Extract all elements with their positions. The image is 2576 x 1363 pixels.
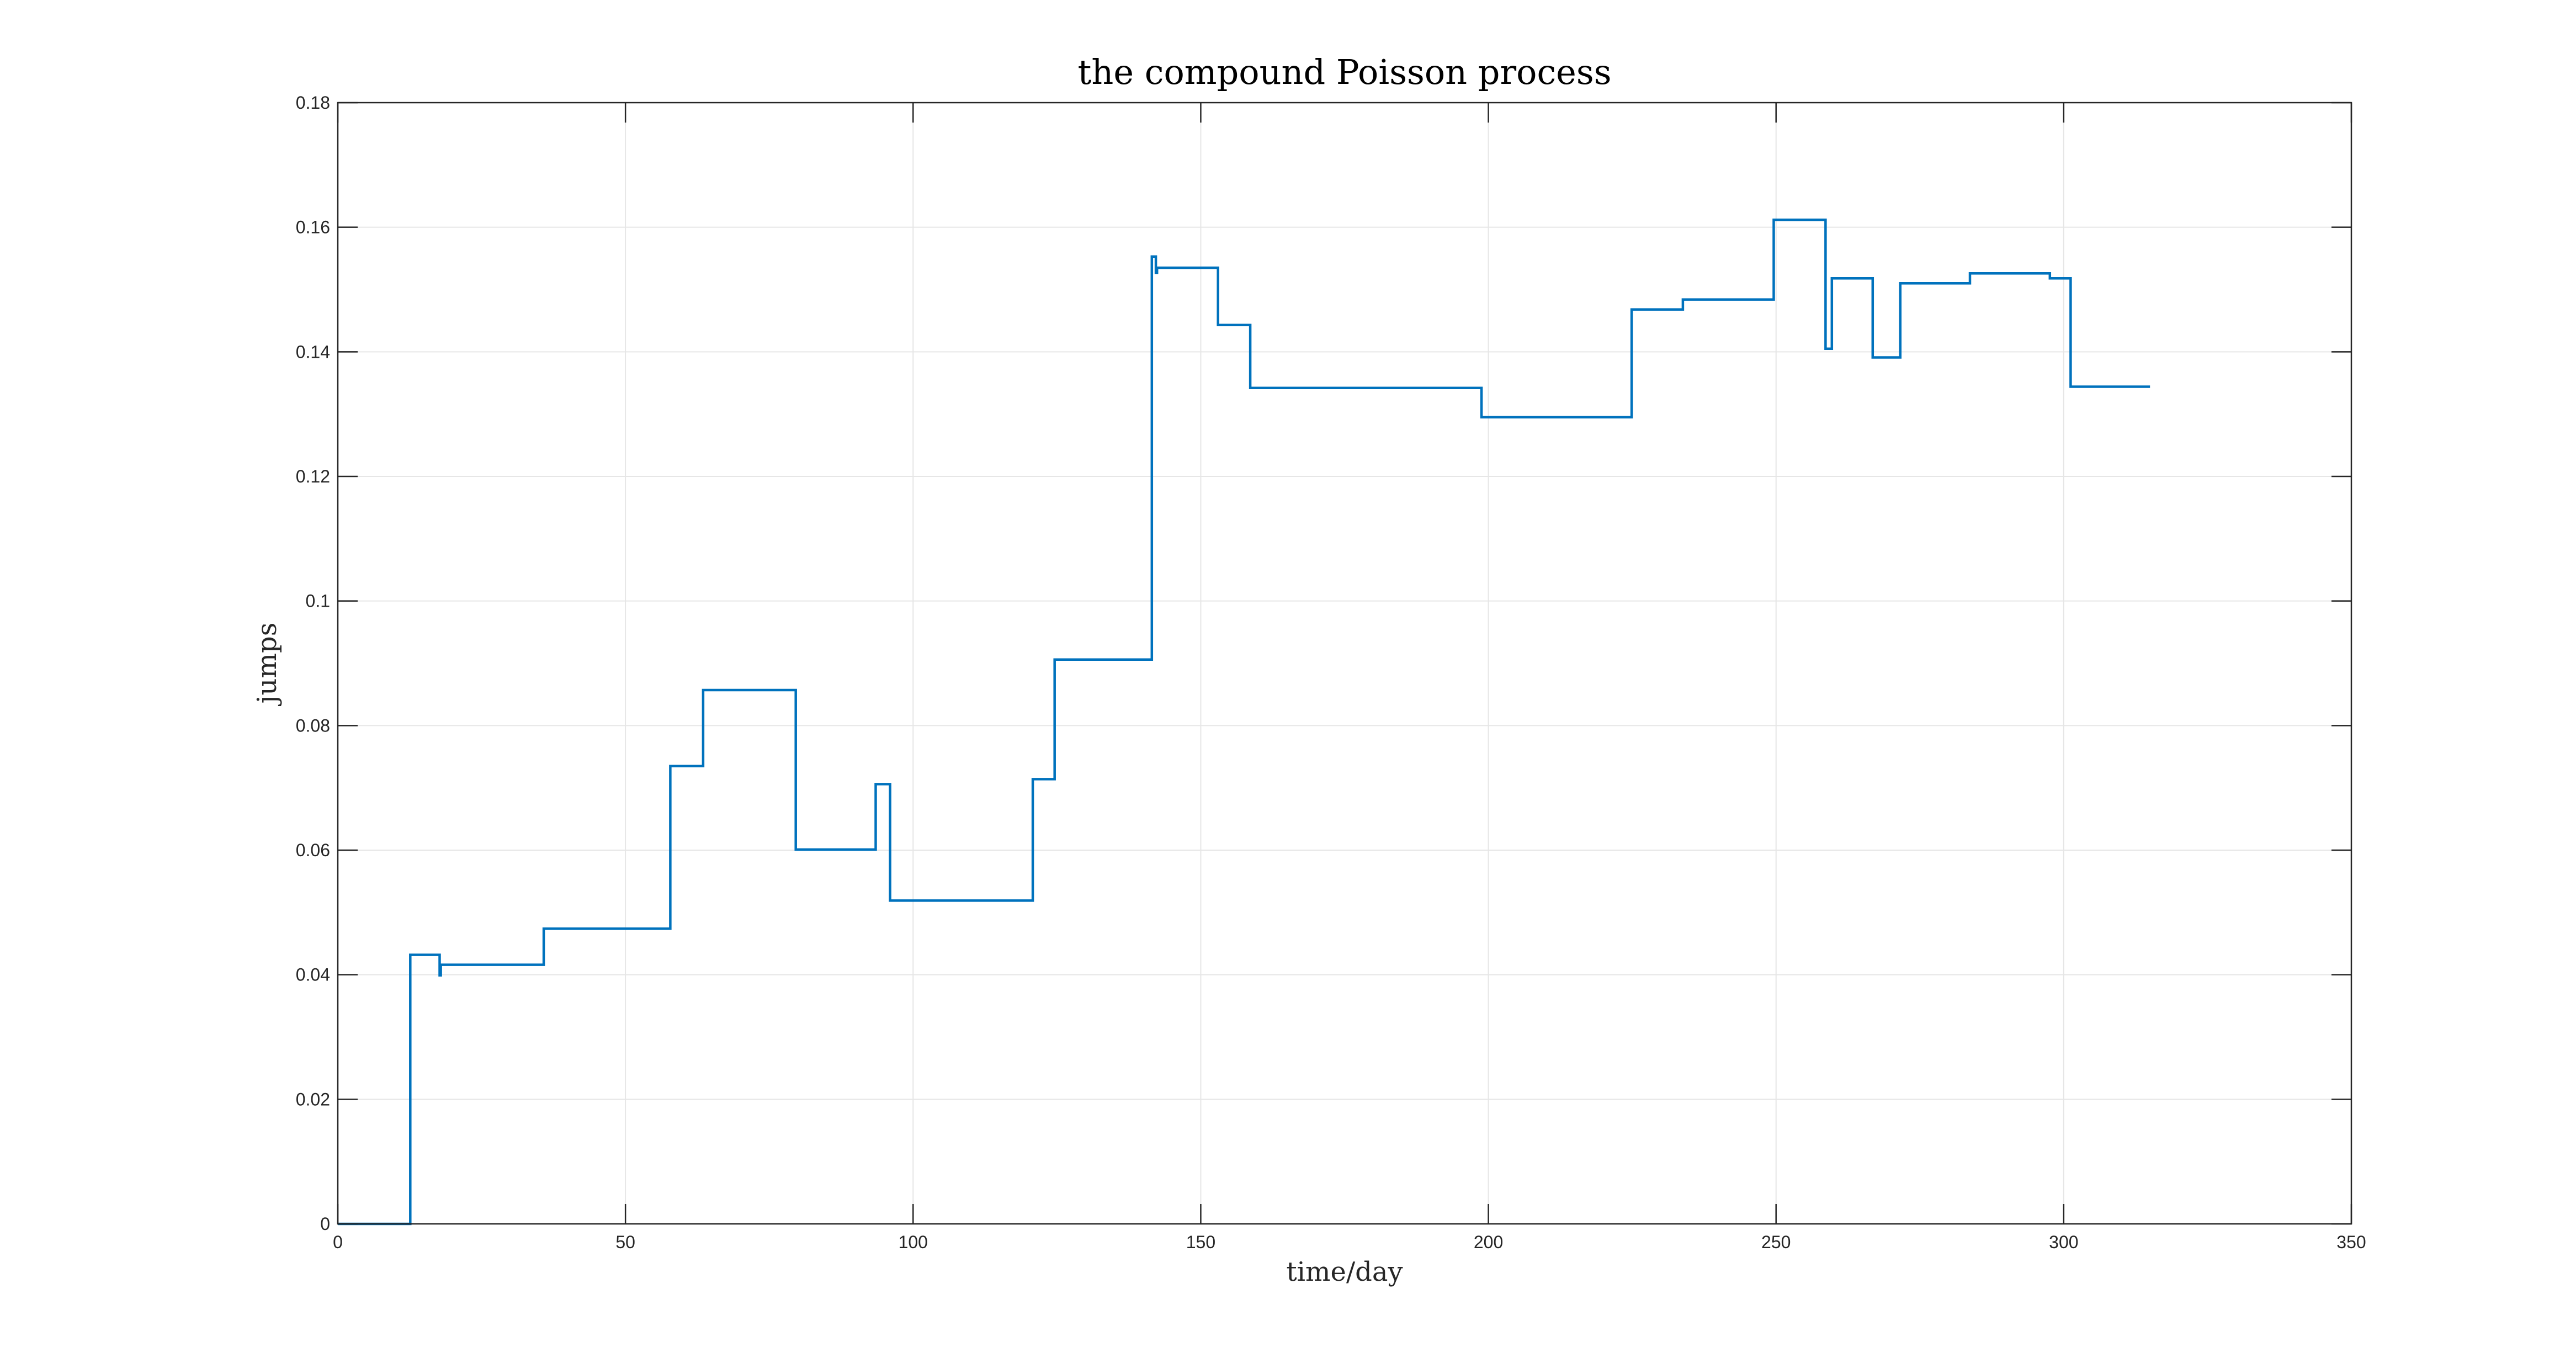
y-tick-label: 0.1 — [306, 591, 330, 611]
y-axis-ticks: 0 0.02 0.04 0.06 0.08 0.1 0.12 0.14 0.16 0.18 — [296, 93, 2351, 1234]
x-tick-label: 250 — [1761, 1232, 1791, 1252]
y-tick-label: 0.18 — [296, 93, 330, 113]
y-tick-label: 0.12 — [296, 466, 330, 486]
y-tick-label: 0.16 — [296, 218, 330, 237]
chart-title: the compound Poisson process — [1077, 52, 1611, 92]
axes-box — [337, 102, 2352, 1225]
y-tick-label: 0.08 — [296, 715, 330, 735]
series-line — [338, 218, 2150, 1226]
x-tick-label: 200 — [1474, 1232, 1503, 1252]
plot-area — [338, 103, 2351, 1224]
y-tick-label: 0 — [320, 1214, 330, 1234]
y-tick-label: 0.14 — [296, 342, 330, 362]
x-tick-label: 350 — [2336, 1232, 2366, 1252]
x-tick-label: 50 — [615, 1232, 635, 1252]
x-tick-label: 300 — [2049, 1232, 2078, 1252]
x-tick-label: 150 — [1186, 1232, 1215, 1252]
x-axis-label: time/day — [1286, 1256, 1403, 1287]
x-axis-ticks: 0 50 100 150 200 250 300 350 — [333, 103, 2366, 1252]
y-tick-label: 0.04 — [296, 965, 330, 985]
y-axis-label: jumps — [252, 623, 283, 707]
y-tick-label: 0.02 — [296, 1089, 330, 1109]
y-tick-label: 0.06 — [296, 840, 330, 860]
x-tick-label: 100 — [899, 1232, 928, 1252]
x-tick-label: 0 — [333, 1232, 343, 1252]
